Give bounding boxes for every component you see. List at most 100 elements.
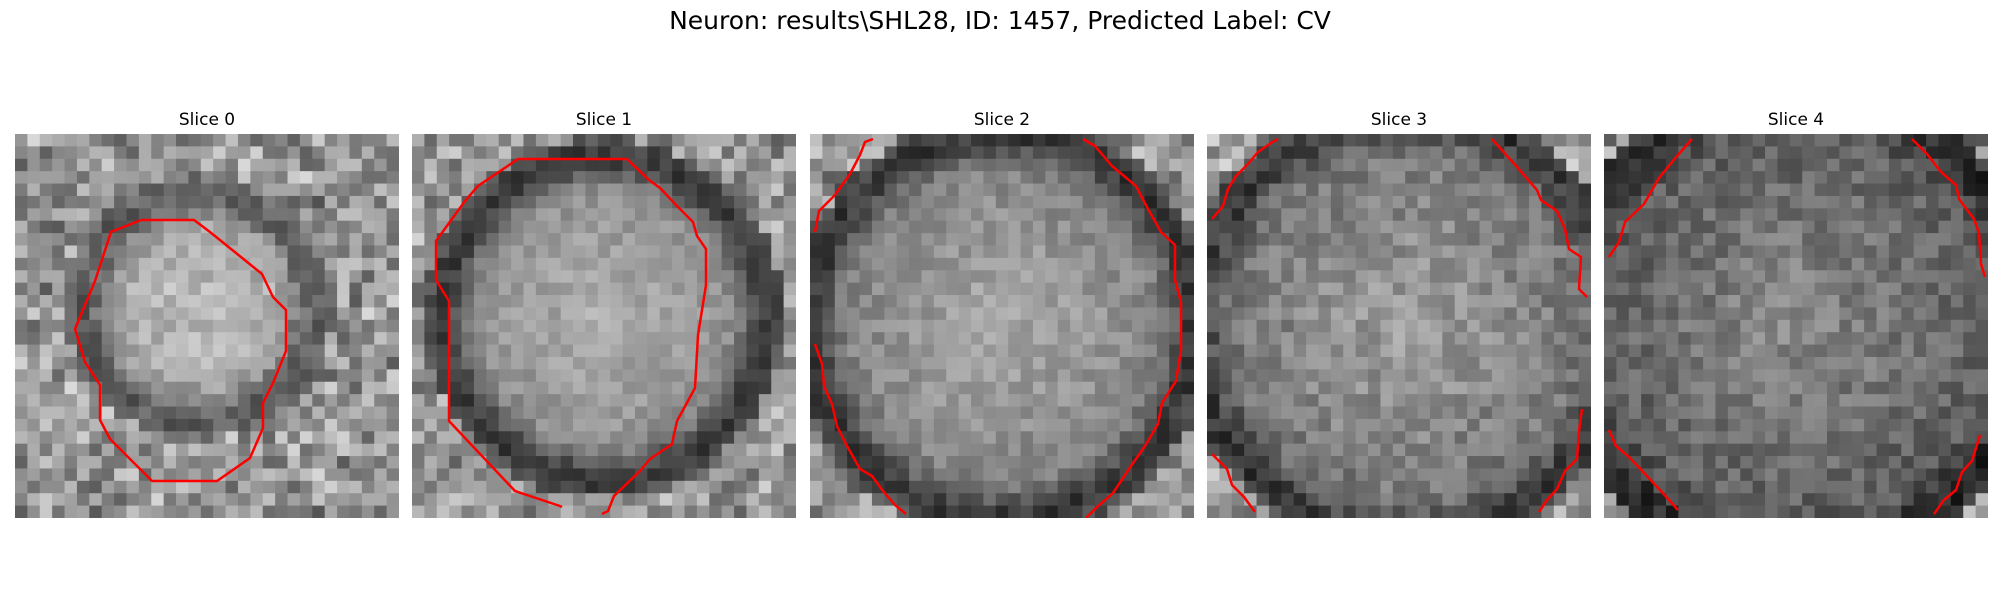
image-pixel bbox=[1926, 270, 1940, 284]
image-pixel bbox=[884, 456, 898, 470]
image-pixel bbox=[585, 319, 599, 333]
image-pixel bbox=[810, 183, 823, 197]
image-pixel bbox=[1144, 158, 1158, 172]
image-pixel bbox=[1653, 282, 1667, 296]
slice-panel-0: Slice 0 bbox=[15, 110, 399, 520]
image-pixel bbox=[1777, 233, 1791, 247]
image-pixel bbox=[810, 493, 823, 507]
image-pixel bbox=[1219, 257, 1233, 271]
image-pixel bbox=[1628, 443, 1642, 457]
image-pixel bbox=[374, 443, 388, 457]
contour-line bbox=[1607, 138, 1693, 258]
image-pixel bbox=[1975, 245, 1988, 259]
image-pixel bbox=[1950, 356, 1964, 370]
image-pixel bbox=[1219, 443, 1233, 457]
image-pixel bbox=[1368, 443, 1382, 457]
image-pixel bbox=[1429, 443, 1443, 457]
image-pixel bbox=[1665, 245, 1679, 259]
image-pixel bbox=[361, 456, 375, 470]
image-pixel bbox=[225, 282, 239, 296]
image-pixel bbox=[337, 146, 351, 160]
image-pixel bbox=[921, 456, 935, 470]
image-pixel bbox=[1293, 332, 1307, 346]
image-pixel bbox=[386, 220, 399, 234]
image-pixel bbox=[1628, 468, 1642, 482]
image-pixel bbox=[312, 418, 326, 432]
image-pixel bbox=[535, 468, 549, 482]
image-pixel bbox=[1094, 233, 1108, 247]
image-pixel bbox=[1207, 183, 1220, 197]
image-pixel bbox=[1132, 344, 1146, 358]
image-pixel bbox=[1690, 195, 1704, 209]
image-pixel bbox=[622, 295, 636, 309]
image-pixel bbox=[1107, 183, 1121, 197]
image-pixel bbox=[1604, 480, 1617, 494]
image-pixel bbox=[213, 245, 227, 259]
image-pixel bbox=[1553, 418, 1567, 432]
image-pixel bbox=[1727, 158, 1741, 172]
image-pixel bbox=[1888, 220, 1902, 234]
image-pixel bbox=[1491, 381, 1505, 395]
image-pixel bbox=[1057, 233, 1071, 247]
image-pixel bbox=[933, 245, 947, 259]
image-pixel bbox=[995, 418, 1009, 432]
image-pixel bbox=[151, 307, 165, 321]
image-pixel bbox=[696, 195, 710, 209]
image-pixel bbox=[909, 282, 923, 296]
image-pixel bbox=[1094, 431, 1108, 445]
image-pixel bbox=[374, 493, 388, 507]
image-pixel bbox=[1008, 220, 1022, 234]
image-pixel bbox=[1392, 493, 1406, 507]
image-pixel bbox=[933, 406, 947, 420]
image-pixel bbox=[921, 158, 935, 172]
image-pixel bbox=[412, 443, 425, 457]
image-pixel bbox=[1207, 307, 1220, 321]
image-pixel bbox=[473, 195, 487, 209]
image-pixel bbox=[1678, 307, 1692, 321]
image-pixel bbox=[1765, 282, 1779, 296]
image-pixel bbox=[1703, 369, 1717, 383]
image-pixel bbox=[684, 468, 698, 482]
image-pixel bbox=[1888, 505, 1902, 518]
image-pixel bbox=[1219, 406, 1233, 420]
image-pixel bbox=[810, 369, 823, 383]
image-pixel bbox=[1752, 468, 1766, 482]
image-pixel bbox=[1045, 282, 1059, 296]
image-pixel bbox=[535, 332, 549, 346]
image-pixel bbox=[1244, 171, 1258, 185]
image-pixel bbox=[1740, 158, 1754, 172]
image-pixel bbox=[1653, 208, 1667, 222]
image-pixel bbox=[15, 307, 28, 321]
image-pixel bbox=[188, 344, 202, 358]
image-pixel bbox=[696, 270, 710, 284]
image-pixel bbox=[1851, 468, 1865, 482]
image-pixel bbox=[1156, 158, 1170, 172]
image-pixel bbox=[1219, 369, 1233, 383]
image-pixel bbox=[734, 245, 748, 259]
image-pixel bbox=[1070, 220, 1084, 234]
image-pixel bbox=[126, 171, 140, 185]
image-pixel bbox=[1144, 319, 1158, 333]
image-pixel bbox=[1256, 344, 1270, 358]
image-pixel bbox=[535, 233, 549, 247]
image-pixel bbox=[896, 468, 910, 482]
image-pixel bbox=[721, 406, 735, 420]
image-pixel bbox=[1814, 245, 1828, 259]
image-pixel bbox=[1368, 282, 1382, 296]
image-pixel bbox=[1864, 146, 1878, 160]
image-pixel bbox=[1876, 220, 1890, 234]
image-pixel bbox=[1703, 418, 1717, 432]
image-pixel bbox=[1541, 319, 1555, 333]
image-pixel bbox=[1429, 493, 1443, 507]
image-pixel bbox=[299, 134, 313, 147]
image-pixel bbox=[1789, 220, 1803, 234]
image-pixel bbox=[1578, 468, 1591, 482]
image-pixel bbox=[1553, 381, 1567, 395]
image-pixel bbox=[1057, 493, 1071, 507]
image-pixel bbox=[1888, 418, 1902, 432]
image-pixel bbox=[622, 319, 636, 333]
image-pixel bbox=[721, 171, 735, 185]
image-pixel bbox=[1330, 443, 1344, 457]
image-pixel bbox=[1653, 431, 1667, 445]
image-pixel bbox=[1256, 394, 1270, 408]
